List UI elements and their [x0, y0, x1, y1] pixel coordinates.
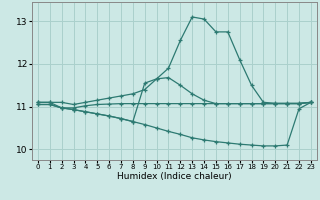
X-axis label: Humidex (Indice chaleur): Humidex (Indice chaleur) — [117, 172, 232, 181]
